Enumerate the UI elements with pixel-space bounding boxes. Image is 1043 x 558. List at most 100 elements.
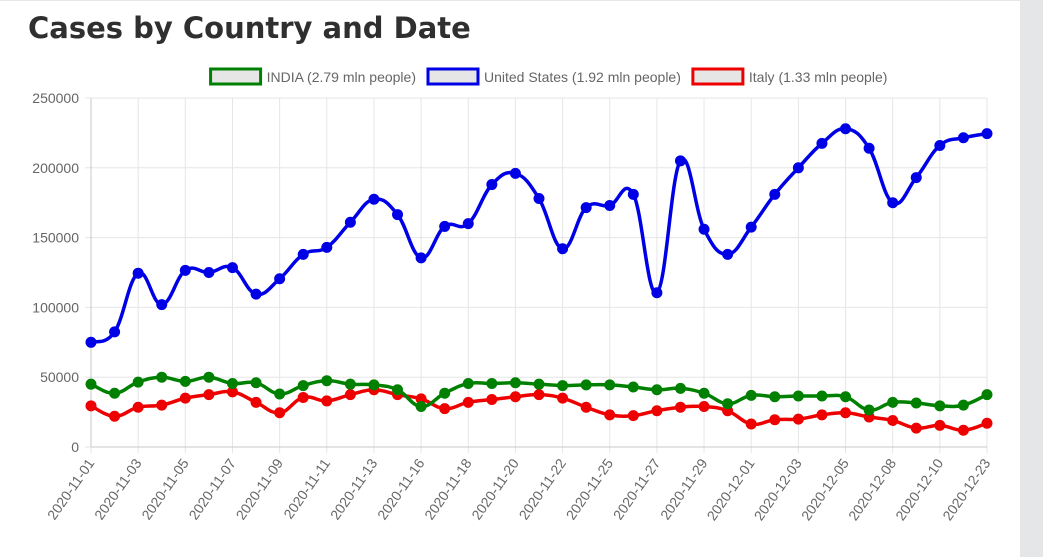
data-point[interactable] [509, 377, 521, 389]
data-point[interactable] [580, 401, 592, 413]
data-point[interactable] [627, 188, 639, 200]
data-point[interactable] [344, 378, 356, 390]
data-point[interactable] [179, 392, 191, 404]
data-point[interactable] [910, 422, 922, 434]
data-point[interactable] [981, 128, 993, 140]
data-point[interactable] [156, 371, 168, 383]
data-point[interactable] [981, 417, 993, 429]
data-point[interactable] [604, 379, 616, 391]
data-point[interactable] [722, 248, 734, 260]
data-point[interactable] [981, 389, 993, 401]
data-point[interactable] [368, 193, 380, 205]
data-point[interactable] [274, 388, 286, 400]
data-point[interactable] [250, 377, 262, 389]
data-point[interactable] [509, 167, 521, 179]
data-point[interactable] [957, 132, 969, 144]
data-point[interactable] [840, 407, 852, 419]
data-point[interactable] [604, 409, 616, 421]
data-point[interactable] [392, 209, 404, 221]
data-point[interactable] [792, 390, 804, 402]
data-point[interactable] [816, 390, 828, 402]
scrollbar[interactable] [1020, 0, 1043, 557]
data-point[interactable] [840, 123, 852, 135]
data-point[interactable] [934, 139, 946, 151]
data-point[interactable] [580, 202, 592, 214]
data-point[interactable] [439, 403, 451, 415]
data-point[interactable] [674, 382, 686, 394]
data-point[interactable] [651, 405, 663, 417]
data-point[interactable] [769, 188, 781, 200]
data-point[interactable] [321, 395, 333, 407]
data-point[interactable] [604, 199, 616, 211]
data-point[interactable] [226, 262, 238, 274]
data-point[interactable] [250, 288, 262, 300]
data-point[interactable] [274, 273, 286, 285]
data-point[interactable] [85, 336, 97, 348]
legend-item[interactable]: INDIA (2.79 mln people) [209, 67, 416, 86]
data-point[interactable] [85, 400, 97, 412]
data-point[interactable] [415, 401, 427, 413]
data-point[interactable] [85, 378, 97, 390]
data-point[interactable] [132, 376, 144, 388]
data-point[interactable] [557, 392, 569, 404]
data-point[interactable] [698, 401, 710, 413]
data-point[interactable] [934, 419, 946, 431]
data-point[interactable] [132, 267, 144, 279]
legend-item[interactable]: Italy (1.33 mln people) [691, 67, 888, 86]
data-point[interactable] [462, 396, 474, 408]
data-point[interactable] [627, 410, 639, 422]
data-point[interactable] [109, 410, 121, 422]
data-point[interactable] [957, 399, 969, 411]
data-point[interactable] [557, 243, 569, 255]
data-point[interactable] [769, 414, 781, 426]
data-point[interactable] [863, 404, 875, 416]
data-point[interactable] [887, 396, 899, 408]
data-point[interactable] [698, 387, 710, 399]
data-point[interactable] [156, 399, 168, 411]
data-point[interactable] [745, 389, 757, 401]
data-point[interactable] [226, 377, 238, 389]
data-point[interactable] [887, 197, 899, 209]
data-point[interactable] [321, 241, 333, 253]
data-point[interactable] [910, 172, 922, 184]
data-point[interactable] [887, 414, 899, 426]
data-point[interactable] [462, 377, 474, 389]
data-point[interactable] [934, 400, 946, 412]
data-point[interactable] [698, 223, 710, 235]
data-point[interactable] [156, 299, 168, 311]
data-point[interactable] [651, 287, 663, 299]
data-point[interactable] [439, 220, 451, 232]
data-point[interactable] [415, 252, 427, 264]
data-point[interactable] [203, 371, 215, 383]
data-point[interactable] [792, 413, 804, 425]
data-point[interactable] [344, 216, 356, 228]
data-point[interactable] [203, 389, 215, 401]
data-point[interactable] [486, 377, 498, 389]
legend[interactable]: INDIA (2.79 mln people) United States (1.… [209, 67, 888, 86]
data-point[interactable] [533, 378, 545, 390]
data-point[interactable] [368, 379, 380, 391]
data-point[interactable] [745, 418, 757, 430]
data-point[interactable] [250, 396, 262, 408]
data-point[interactable] [462, 218, 474, 230]
data-point[interactable] [179, 375, 191, 387]
legend-item[interactable]: United States (1.92 mln people) [426, 67, 681, 86]
data-point[interactable] [109, 387, 121, 399]
data-point[interactable] [203, 267, 215, 278]
data-point[interactable] [816, 409, 828, 421]
data-point[interactable] [297, 391, 309, 403]
data-point[interactable] [792, 162, 804, 174]
data-point[interactable] [674, 401, 686, 413]
data-point[interactable] [745, 221, 757, 233]
data-point[interactable] [533, 389, 545, 401]
data-point[interactable] [863, 142, 875, 154]
data-point[interactable] [722, 398, 734, 410]
data-point[interactable] [179, 264, 191, 276]
data-point[interactable] [132, 401, 144, 413]
data-point[interactable] [439, 387, 451, 399]
data-point[interactable] [344, 389, 356, 401]
data-point[interactable] [109, 326, 121, 338]
data-point[interactable] [392, 384, 404, 396]
data-point[interactable] [274, 407, 286, 419]
data-point[interactable] [486, 179, 498, 191]
